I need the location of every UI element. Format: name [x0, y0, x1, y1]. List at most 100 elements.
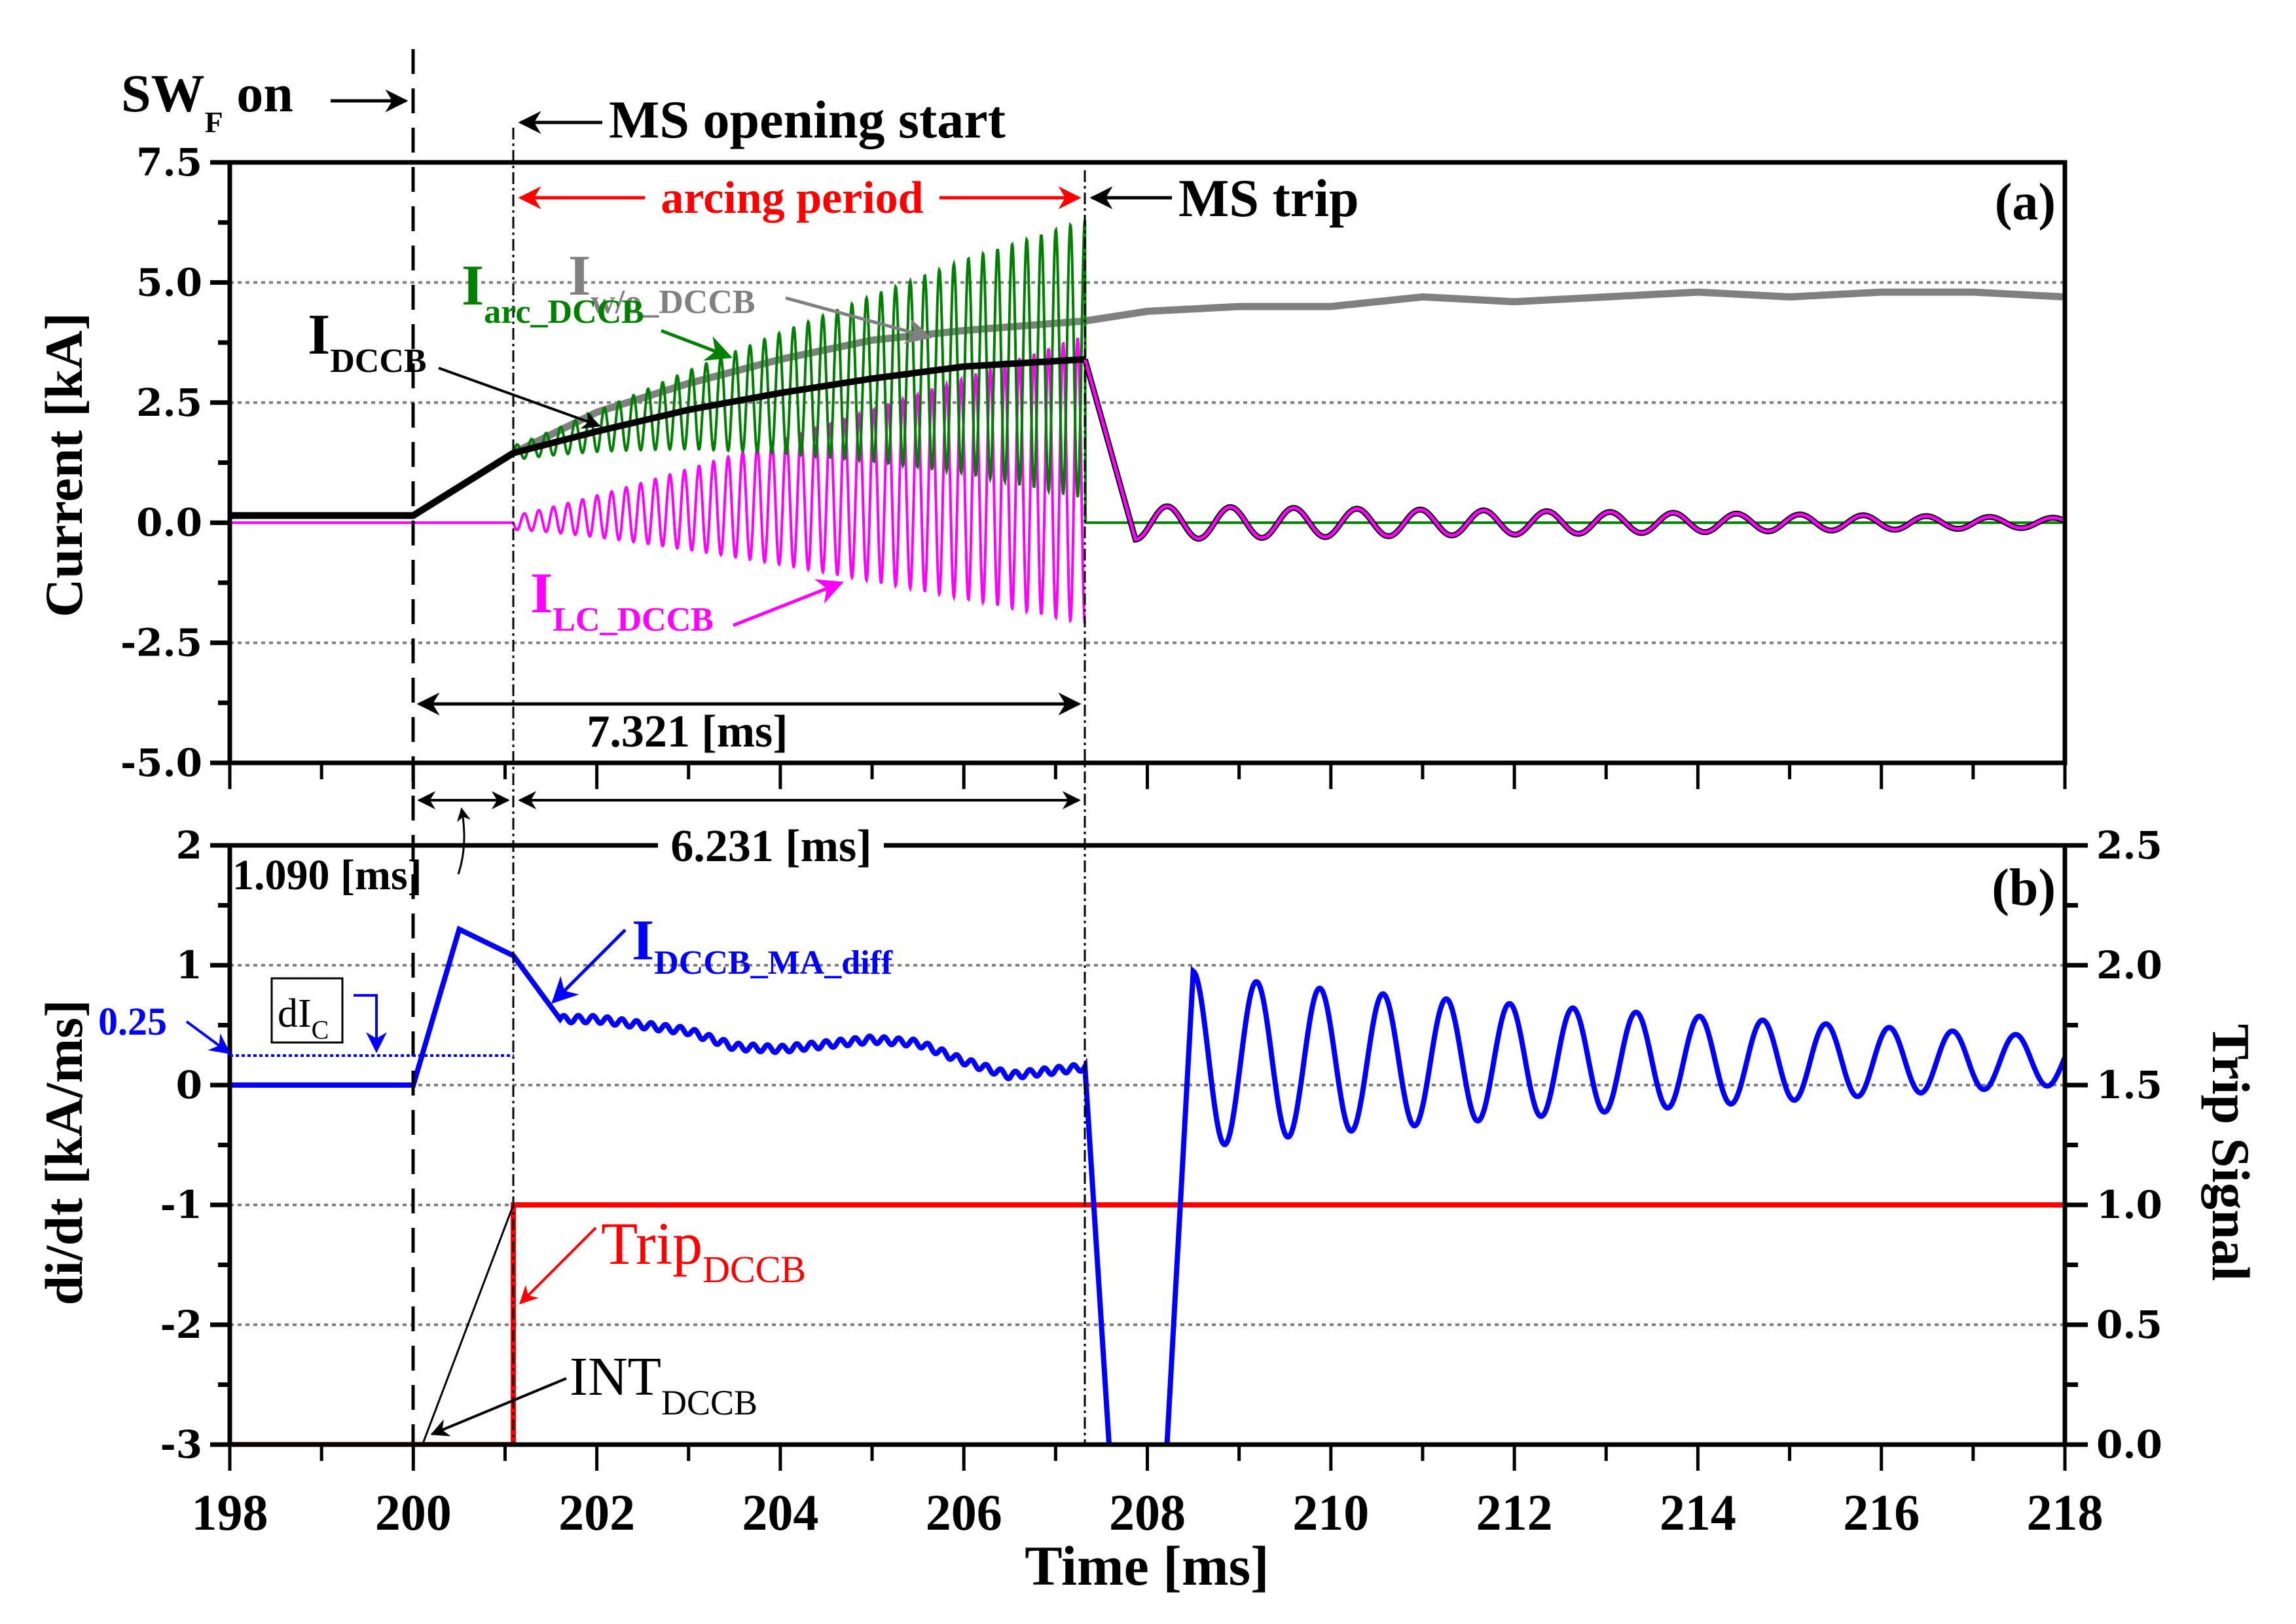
- series-i-lc-dccb-line: [230, 337, 1087, 624]
- swf-on-annotation: SWF on: [121, 64, 409, 139]
- label-i-lc-dccb-arrow: [733, 579, 844, 627]
- series-panel-b: [230, 925, 2065, 1445]
- label-trip-dccb-sub: DCCB: [702, 1248, 806, 1291]
- threshold-box-arrow: [354, 994, 387, 1054]
- svg-text:Iarc_DCCB: Iarc_DCCB: [462, 254, 644, 331]
- x-tick-label: 200: [375, 1484, 452, 1541]
- x-tick-label: 206: [926, 1484, 1002, 1541]
- label-i-wo-dccb-sub: w/o_DCCB: [591, 284, 755, 321]
- x-tick-label: 198: [192, 1484, 268, 1541]
- y-axis-title-a: Current [kA]: [34, 312, 94, 617]
- duration-arcing-dimension: 6.231 [ms]: [518, 791, 1081, 872]
- y-tick-label: 7.5: [136, 140, 202, 185]
- label-i-dccb-ma-diff: IDCCB_MA_diff: [551, 909, 893, 1004]
- y-tick-label: 2.5: [136, 380, 202, 425]
- series-i-dccb-post-trip-line: [1082, 358, 2065, 543]
- y-right-tick-label: 2.0: [2096, 943, 2162, 987]
- y-axis-title-b: di/dt [kA/ms]: [34, 999, 94, 1305]
- y-tick-label: 5.0: [136, 260, 202, 304]
- label-int-dccb-main: INT: [570, 1346, 661, 1407]
- duration-arcing-label: 6.231 [ms]: [670, 821, 871, 872]
- label-i-dccb-ma-diff-arrow: [551, 929, 627, 1004]
- ms-opening-start-label: MS opening start: [609, 90, 1006, 149]
- label-i-wo-dccb-arrow: [785, 296, 932, 344]
- arcing-period-annotation: arcing period: [518, 173, 1082, 223]
- svg-text:IDCCB_MA_diff: IDCCB_MA_diff: [632, 909, 893, 982]
- y-tick-labels-b: 2 1 0 -1 -2 -3: [160, 823, 202, 1467]
- duration-total-label: 7.321 [ms]: [587, 707, 788, 757]
- label-int-dccb: INTDCCB: [430, 1346, 757, 1437]
- svg-text:SWF on: SWF on: [121, 64, 293, 139]
- swf-on-main: SW: [121, 64, 205, 123]
- axes-panel-a: [227, 160, 2068, 766]
- svg-text:Iw/o_DCCB: Iw/o_DCCB: [568, 244, 756, 321]
- axis-ticks: [210, 160, 2088, 1471]
- label-int-dccb-arrow: [430, 1377, 567, 1437]
- grid-panel-a: [230, 281, 2065, 644]
- x-tick-label: 218: [2027, 1484, 2104, 1541]
- panel-label-b: (b): [1992, 859, 2056, 917]
- y-axis-title-b-right: Trip Signal: [2201, 1024, 2261, 1282]
- label-i-arc-dccb-main: I: [462, 254, 484, 318]
- series-panel-a: [230, 219, 2065, 624]
- label-trip-dccb: TripDCCB: [519, 1210, 806, 1304]
- threshold-box: [270, 977, 344, 1044]
- axes-panel-b: [227, 843, 2068, 1447]
- label-i-dccb-ma-diff-sub: DCCB_MA_diff: [654, 944, 893, 982]
- y-right-tick-label: 0.0: [2096, 1422, 2162, 1467]
- label-i-wo-dccb: Iw/o_DCCB: [568, 244, 932, 344]
- svg-text:INTDCCB: INTDCCB: [570, 1346, 757, 1422]
- x-tick-label: 202: [558, 1484, 635, 1541]
- duration-arcing-label-bg: [658, 822, 884, 871]
- ms-trip-label: MS trip: [1178, 168, 1359, 228]
- x-tick-label: 204: [742, 1484, 818, 1541]
- y-tick-labels-b-right: 2.5 2.0 1.5 1.0 0.5 0.0: [2096, 823, 2162, 1467]
- label-i-dccb-arrow: [438, 367, 601, 429]
- label-i-wo-dccb-main: I: [568, 244, 591, 308]
- swf-on-rest: on: [223, 64, 293, 123]
- duration-detect-label: 1.090 [ms]: [232, 851, 422, 899]
- y-right-tick-label: 1.0: [2096, 1183, 2162, 1227]
- x-tick-label: 210: [1292, 1484, 1369, 1541]
- y-tick-label: -3: [160, 1422, 202, 1467]
- threshold-label-sub: C: [312, 1015, 329, 1044]
- x-tick-label: 208: [1109, 1484, 1186, 1541]
- y-right-tick-label: 0.5: [2096, 1302, 2162, 1347]
- y-tick-label: -2: [160, 1302, 202, 1347]
- y-tick-label: 1: [176, 943, 202, 987]
- grid-panel-b: [230, 964, 2065, 1326]
- svg-text:TripDCCB: TripDCCB: [601, 1210, 806, 1291]
- duration-total-dimension: 7.321 [ms]: [416, 692, 1082, 757]
- y-tick-labels-a: 7.5 5.0 2.5 0.0 -2.5 -5.0: [120, 140, 202, 785]
- label-i-arc-dccb-sub: arc_DCCB: [484, 293, 644, 331]
- swf-on-sub: F: [205, 105, 223, 139]
- svg-text:ILC_DCCB: ILC_DCCB: [530, 562, 714, 638]
- y-right-tick-label: 1.5: [2096, 1063, 2162, 1107]
- series-i-wo-dccb-line: [230, 288, 2064, 519]
- x-tick-label: 216: [1843, 1484, 1920, 1541]
- label-i-arc-dccb: Iarc_DCCB: [462, 254, 733, 361]
- plot-frame-a: [227, 160, 2068, 766]
- label-i-lc-dccb-main: I: [530, 562, 553, 625]
- series-i-dccb-line: [230, 356, 1085, 519]
- duration-detect-leader: [457, 807, 471, 875]
- y-tick-label: -2.5: [120, 621, 202, 665]
- y-tick-label: -5.0: [120, 741, 202, 785]
- threshold-value-label: 0.25: [98, 1000, 167, 1043]
- label-int-dccb-sub: DCCB: [661, 1383, 757, 1422]
- label-i-dccb-main: I: [308, 303, 330, 367]
- y-right-tick-label: 2.5: [2096, 823, 2162, 868]
- label-trip-dccb-main: Trip: [601, 1210, 702, 1277]
- x-tick-label: 212: [1476, 1484, 1553, 1541]
- threshold-label-main: dI: [278, 991, 312, 1036]
- ms-opening-start-annotation: MS opening start: [518, 90, 1006, 149]
- panel-label-a: (a): [1995, 174, 2056, 231]
- arcing-period-label: arcing period: [661, 173, 923, 223]
- label-i-lc-dccb-sub: LC_DCCB: [553, 601, 714, 638]
- label-i-dccb: IDCCB: [308, 303, 601, 429]
- threshold-annotation: 0.25 dIC: [98, 977, 514, 1057]
- duration-detect-dimension: 1.090 [ms]: [232, 791, 510, 899]
- ms-trip-annotation: MS trip: [1089, 168, 1359, 228]
- svg-text:IDCCB: IDCCB: [308, 303, 427, 380]
